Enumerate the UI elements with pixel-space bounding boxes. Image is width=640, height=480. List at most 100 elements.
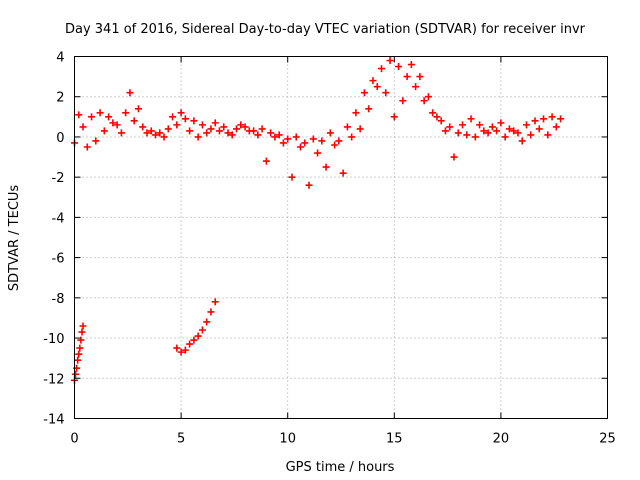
data-point	[437, 117, 445, 125]
data-point	[156, 129, 164, 137]
data-point	[488, 123, 496, 131]
data-point	[139, 123, 147, 131]
data-point	[262, 157, 270, 165]
data-point	[164, 125, 172, 133]
data-point	[75, 111, 83, 119]
data-point	[378, 65, 386, 73]
data-point	[420, 97, 428, 105]
data-point	[497, 119, 505, 127]
data-point	[395, 63, 403, 71]
data-point	[386, 57, 394, 65]
data-point	[177, 348, 185, 356]
data-point	[501, 133, 509, 141]
data-point	[88, 113, 96, 121]
data-point	[548, 113, 556, 121]
data-point	[535, 125, 543, 133]
data-point	[113, 121, 121, 129]
data-point	[505, 125, 513, 133]
data-point	[296, 143, 304, 151]
data-point	[75, 350, 83, 358]
data-point	[527, 131, 535, 139]
data-point	[467, 115, 475, 123]
data-point	[369, 77, 377, 85]
data-point	[450, 153, 458, 161]
y-tick-label: -6	[52, 252, 65, 267]
data-point	[514, 129, 522, 137]
data-point	[79, 322, 87, 330]
data-point	[173, 121, 181, 129]
data-point	[117, 129, 125, 137]
data-point	[177, 109, 185, 117]
data-point	[279, 139, 287, 147]
x-tick-label: 20	[493, 432, 510, 447]
y-tick-label: -10	[43, 332, 64, 347]
series-main-band-a	[71, 57, 565, 147]
data-point	[198, 326, 206, 334]
data-point	[339, 169, 347, 177]
data-point	[105, 113, 113, 121]
y-tick-label: 4	[56, 51, 64, 66]
data-point	[407, 61, 415, 69]
data-point	[463, 131, 471, 139]
data-marks	[71, 57, 565, 384]
data-point	[109, 119, 117, 127]
series-main-band-b	[75, 61, 560, 189]
data-point	[72, 370, 80, 378]
data-point	[130, 117, 138, 125]
x-axis-label: GPS time / hours	[286, 460, 395, 475]
data-point	[557, 115, 565, 123]
data-point	[365, 105, 373, 113]
data-point	[314, 149, 322, 157]
data-point	[77, 336, 85, 344]
data-point	[382, 89, 390, 97]
data-point	[552, 123, 560, 131]
y-tick-label: -12	[43, 372, 64, 387]
data-point	[228, 131, 236, 139]
data-point	[100, 127, 108, 135]
data-point	[134, 105, 142, 113]
data-point	[518, 137, 526, 145]
data-point	[318, 137, 326, 145]
x-tick-label: 10	[279, 432, 296, 447]
data-point	[186, 127, 194, 135]
y-tick-label: -4	[52, 211, 65, 226]
data-point	[335, 137, 343, 145]
data-point	[143, 129, 151, 137]
data-point	[271, 133, 279, 141]
data-point	[203, 129, 211, 137]
data-point	[237, 121, 245, 129]
y-tick-label: 0	[56, 131, 64, 146]
series-mid-track	[173, 298, 219, 356]
x-tick-label: 0	[70, 432, 78, 447]
data-point	[215, 127, 223, 135]
data-point	[476, 121, 484, 129]
data-point	[544, 131, 552, 139]
data-point	[147, 127, 155, 135]
data-point	[152, 131, 160, 139]
ticks	[74, 56, 608, 419]
series-early-track	[71, 322, 87, 384]
data-point	[173, 344, 181, 352]
y-axis-label: SDTVAR / TECUs	[7, 185, 22, 292]
data-point	[390, 113, 398, 121]
data-point	[433, 113, 441, 121]
data-point	[194, 332, 202, 340]
data-point	[78, 328, 86, 336]
data-point	[160, 133, 168, 141]
data-point	[220, 123, 228, 131]
y-tick-label: 2	[56, 91, 64, 106]
data-point	[203, 318, 211, 326]
data-point	[326, 129, 334, 137]
data-point	[412, 83, 420, 91]
data-point	[267, 129, 275, 137]
data-point	[79, 123, 87, 131]
data-point	[429, 109, 437, 117]
data-point	[126, 89, 134, 97]
data-point	[348, 133, 356, 141]
data-point	[441, 127, 449, 135]
data-point	[454, 129, 462, 137]
data-point	[198, 121, 206, 129]
data-point	[241, 123, 249, 131]
